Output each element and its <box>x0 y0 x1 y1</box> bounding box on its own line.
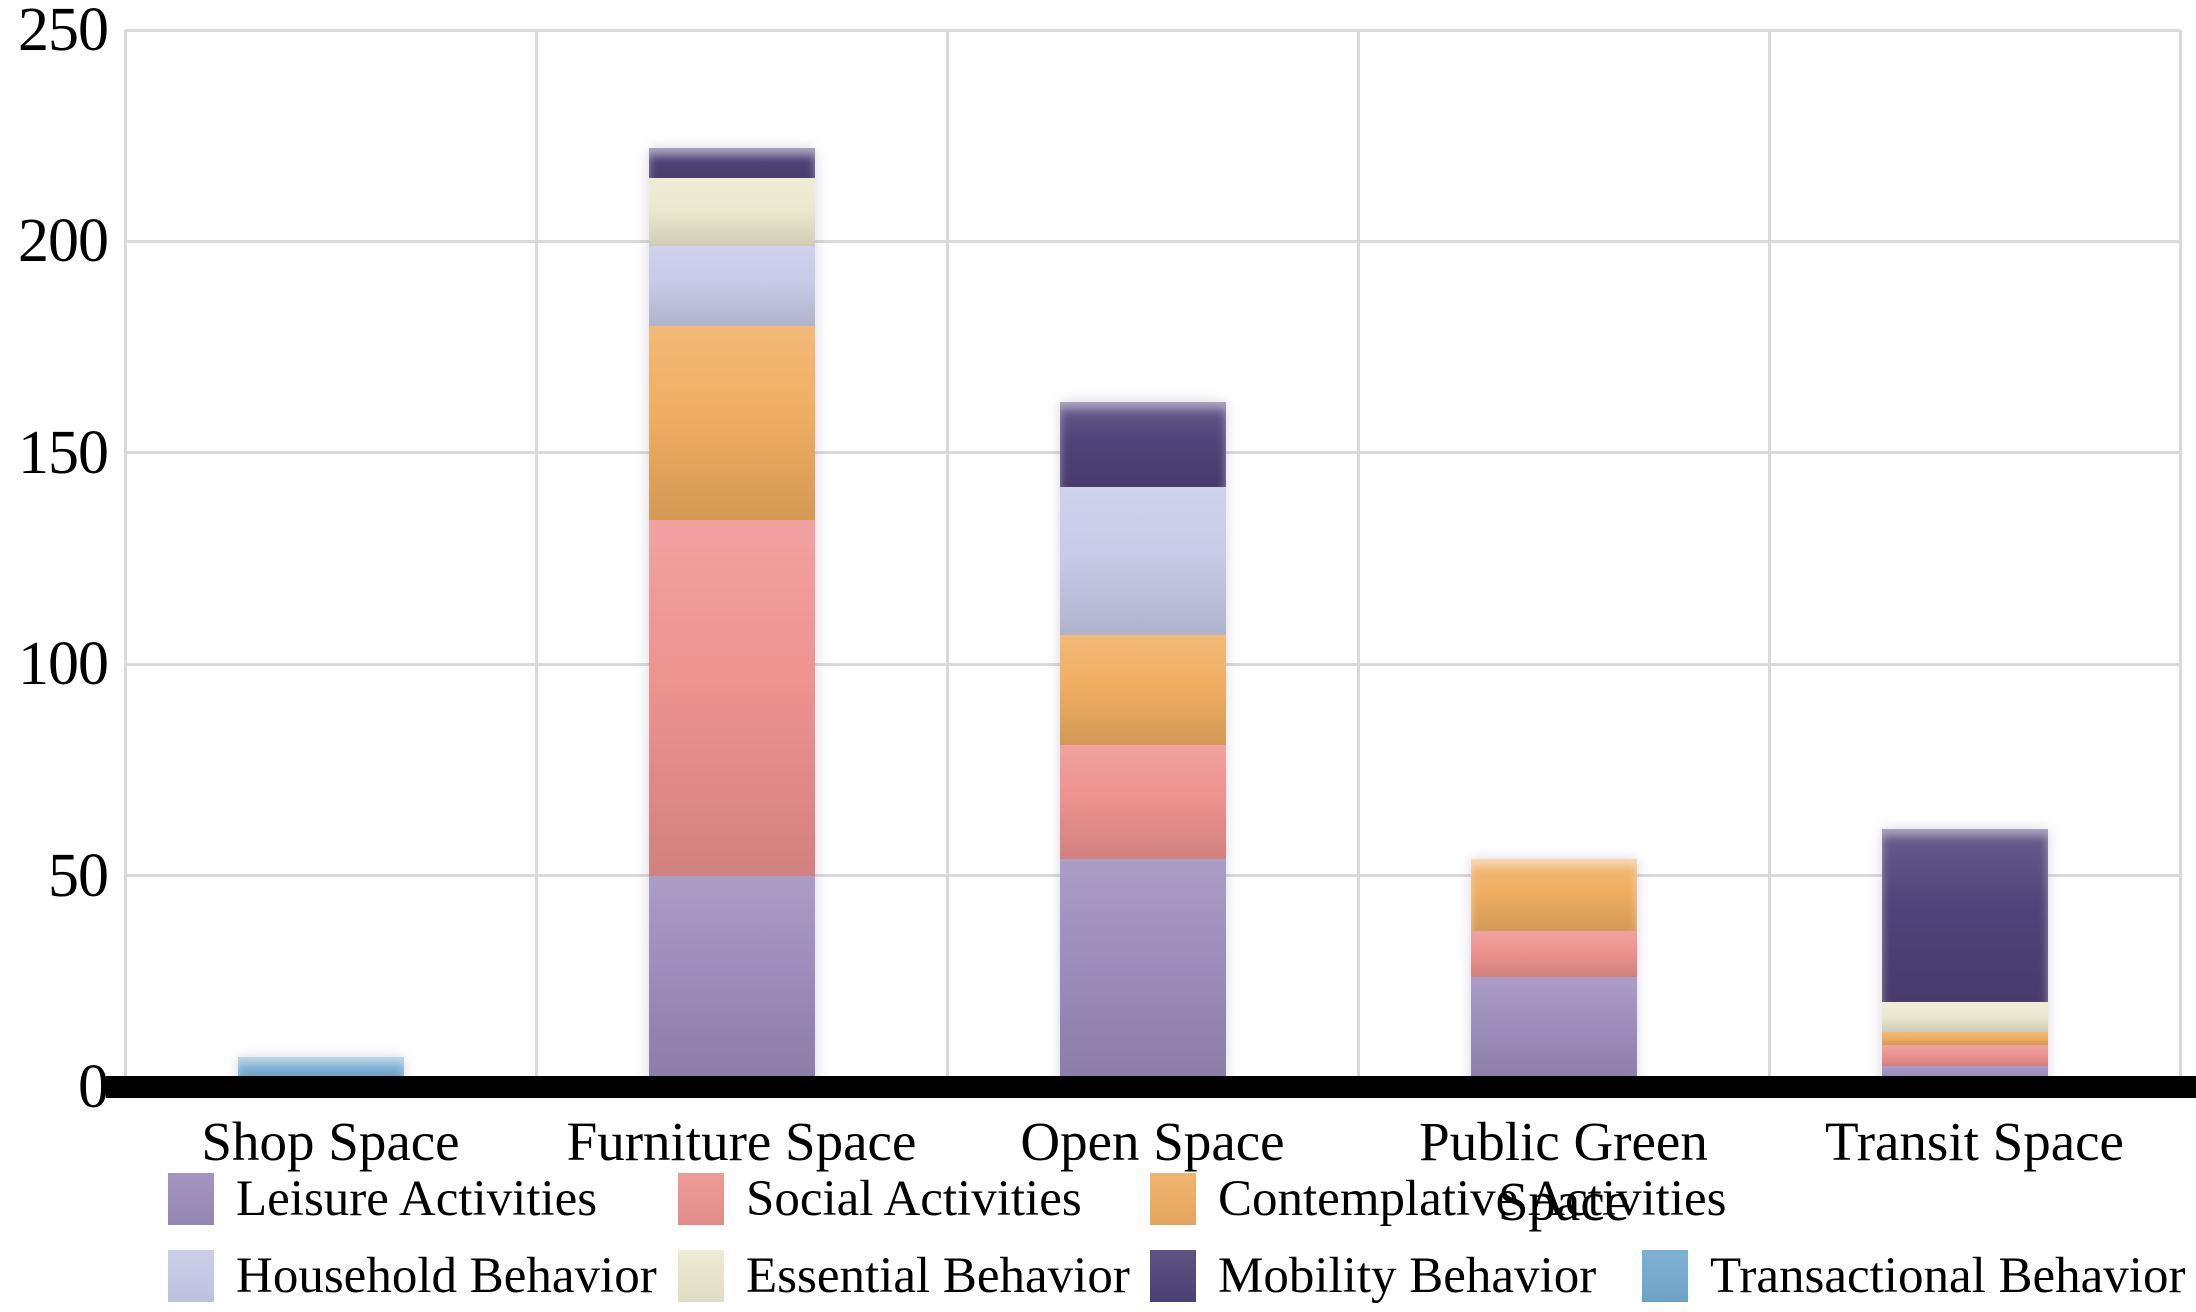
legend-item: Social Activities <box>678 1172 1082 1226</box>
bar-segment <box>1881 1032 2048 1045</box>
bar-segment <box>1470 977 1637 1087</box>
legend-swatch-social-activities <box>678 1173 724 1225</box>
vertical-gridline <box>534 30 538 1087</box>
legend-label: Mobility Behavior <box>1218 1248 1597 1304</box>
bar-segment <box>1470 858 1637 931</box>
legend-item: Transactional Behavior <box>1642 1249 2185 1303</box>
legend-swatch-household-behavior <box>168 1250 214 1302</box>
vertical-gridline <box>1767 30 1771 1087</box>
vertical-gridline <box>945 30 949 1087</box>
bar-segment <box>648 177 815 246</box>
legend-label: Essential Behavior <box>746 1248 1130 1304</box>
bar-transit-space <box>1881 829 2048 1087</box>
bar-segment <box>1881 829 2048 1003</box>
legend-label: Transactional Behavior <box>1710 1248 2186 1304</box>
legend-item: Contemplative Activities <box>1150 1172 1727 1226</box>
x-category-label: Shop Space <box>201 1111 460 1172</box>
y-tick-label: 200 <box>18 207 109 276</box>
legend-item: Essential Behavior <box>678 1249 1130 1303</box>
x-category-label: Open Space <box>1020 1111 1285 1172</box>
legend-swatch-transactional-behavior <box>1642 1250 1688 1302</box>
legend-swatch-essential-behavior <box>678 1250 724 1302</box>
legend-item: Mobility Behavior <box>1150 1249 1596 1303</box>
horizontal-gridline <box>125 28 2180 32</box>
bar-segment <box>1059 858 1226 1087</box>
x-axis-line <box>106 1076 2196 1098</box>
y-tick-label: 50 <box>48 841 109 910</box>
horizontal-gridline <box>125 239 2180 243</box>
legend-swatch-leisure-activities <box>168 1173 214 1225</box>
x-category-label: Transit Space <box>1825 1111 2124 1172</box>
bar-open-space <box>1059 402 1226 1087</box>
y-tick-label: 150 <box>18 418 109 487</box>
legend-label: Social Activities <box>746 1171 1082 1227</box>
vertical-gridline <box>2178 30 2182 1087</box>
legend-swatch-mobility-behavior <box>1150 1250 1196 1302</box>
bar-segment <box>1881 1044 2048 1066</box>
y-tick-label: 0 <box>78 1053 109 1121</box>
bar-segment <box>1059 634 1226 745</box>
legend-label: Household Behavior <box>236 1248 657 1304</box>
vertical-gridline <box>123 30 127 1087</box>
bar-segment <box>1470 930 1637 978</box>
bar-segment <box>1059 744 1226 859</box>
bar-segment <box>1059 402 1226 487</box>
y-tick-label: 100 <box>18 630 109 699</box>
bar-public-green-space <box>1470 858 1637 1087</box>
y-tick-label: 250 <box>18 0 109 64</box>
legend-item: Household Behavior <box>168 1249 657 1303</box>
bar-segment <box>648 325 815 521</box>
legend-label: Leisure Activities <box>236 1171 598 1227</box>
legend-label: Contemplative Activities <box>1218 1171 1727 1227</box>
vertical-gridline <box>1356 30 1360 1087</box>
legend-item: Leisure Activities <box>168 1172 597 1226</box>
bar-segment <box>1881 1002 2048 1033</box>
bar-segment <box>648 148 815 178</box>
x-category-label: Furniture Space <box>566 1111 917 1172</box>
bar-segment <box>648 875 815 1087</box>
legend-swatch-contemplative-activities <box>1150 1173 1196 1225</box>
x-category-label: Public Green Space <box>1419 1111 1708 1232</box>
bar-segment <box>648 245 815 326</box>
bar-segment <box>1059 486 1226 635</box>
bar-segment <box>648 520 815 876</box>
bar-furniture-space <box>648 148 815 1087</box>
